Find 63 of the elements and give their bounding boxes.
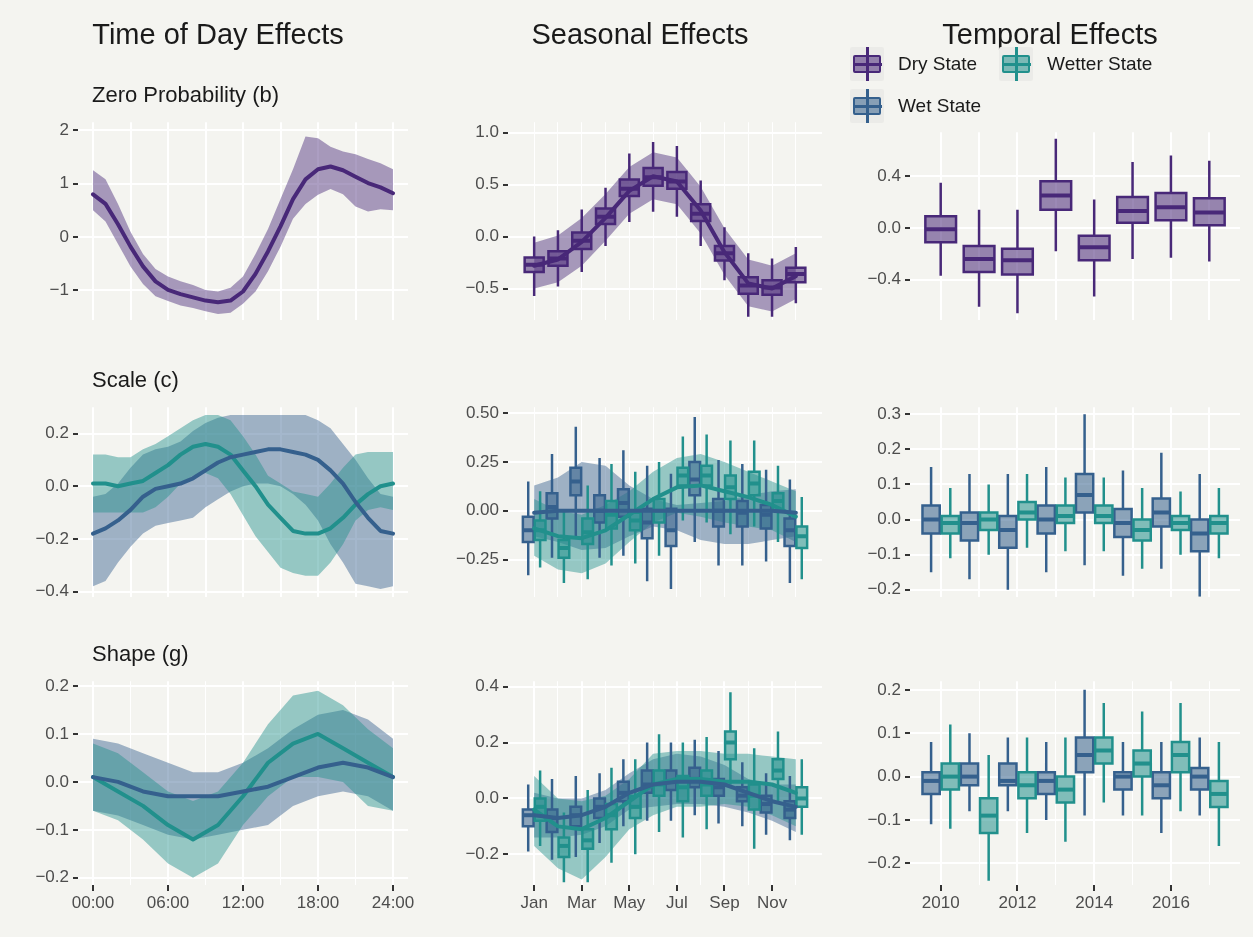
y-tick-label: 0.2 — [475, 732, 499, 752]
y-tick-label: 0 — [59, 226, 69, 246]
x-tick-label: 12:00 — [221, 892, 265, 912]
y-tick-label: 0.2 — [45, 675, 69, 695]
y-tick-label: −1 — [49, 280, 69, 300]
y-tick-label: 0.0 — [475, 226, 499, 246]
y-tick-label: 0.1 — [877, 722, 901, 742]
y-tick-label: 1.0 — [475, 122, 499, 142]
chart-title: Time of Day Effects — [92, 18, 344, 51]
chart-title: Scale (c) — [92, 367, 179, 393]
y-tick-label: 0.0 — [45, 771, 69, 791]
x-tick-label: 24:00 — [371, 892, 415, 912]
y-tick-label: −0.1 — [867, 809, 901, 829]
x-tick-label: 2010 — [921, 892, 960, 912]
x-tick-label: Sep — [709, 892, 740, 912]
x-tick-label: 2014 — [1075, 892, 1114, 912]
y-tick-label: 0.4 — [877, 165, 901, 185]
y-tick-label: 0.50 — [465, 402, 499, 422]
y-tick-label: 0.2 — [45, 423, 69, 443]
legend-label: Dry State — [898, 53, 978, 75]
x-tick-label: 18:00 — [296, 892, 340, 912]
legend-label: Wet State — [898, 95, 982, 117]
x-tick-label: 2016 — [1152, 892, 1190, 912]
y-tick-label: 0.0 — [877, 509, 901, 529]
y-tick-label: 0.0 — [475, 788, 499, 808]
y-tick-label: 0.2 — [877, 679, 901, 699]
y-tick-label: 0.0 — [45, 475, 69, 495]
chart-title: Seasonal Effects — [531, 18, 749, 51]
y-tick-label: −0.5 — [465, 278, 499, 298]
y-tick-label: 0.0 — [877, 217, 901, 237]
chart-title: Shape (g) — [92, 641, 189, 667]
y-tick-label: 0.5 — [475, 174, 499, 194]
y-tick-label: −0.2 — [35, 867, 69, 887]
y-tick-label: 0.25 — [465, 451, 499, 471]
y-tick-label: −0.1 — [867, 544, 901, 564]
x-tick-label: Jan — [520, 892, 548, 912]
y-tick-label: −0.2 — [867, 579, 901, 599]
y-tick-label: −0.1 — [35, 819, 69, 839]
y-tick-label: −0.25 — [455, 549, 499, 569]
y-tick-label: −0.2 — [465, 843, 499, 863]
legend-label: Wetter State — [1047, 53, 1153, 75]
x-tick-label: Nov — [756, 892, 788, 912]
x-tick-label: 2012 — [998, 892, 1037, 912]
y-tick-label: 1 — [59, 173, 69, 193]
x-tick-label: 06:00 — [146, 892, 190, 912]
x-tick-label: Jul — [666, 892, 688, 912]
y-tick-label: 0.0 — [877, 766, 901, 786]
y-tick-label: 0.4 — [475, 676, 499, 696]
y-tick-label: 0.1 — [45, 723, 69, 743]
y-tick-label: 0.00 — [465, 500, 499, 520]
chart-subtitle: Zero Probability (b) — [92, 82, 280, 108]
chart-title: Temporal Effects — [942, 18, 1158, 51]
x-tick-label: Mar — [567, 892, 597, 912]
x-tick-label: May — [613, 892, 646, 912]
y-tick-label: 0.3 — [877, 403, 901, 423]
x-tick-label: 00:00 — [71, 892, 115, 912]
y-tick-label: 0.2 — [877, 439, 901, 459]
y-tick-label: −0.4 — [867, 269, 901, 289]
y-tick-label: 2 — [59, 119, 69, 139]
y-tick-label: 0.1 — [877, 474, 901, 494]
y-tick-label: −0.2 — [867, 853, 901, 873]
y-tick-label: −0.2 — [35, 528, 69, 548]
y-tick-label: −0.4 — [35, 581, 69, 601]
